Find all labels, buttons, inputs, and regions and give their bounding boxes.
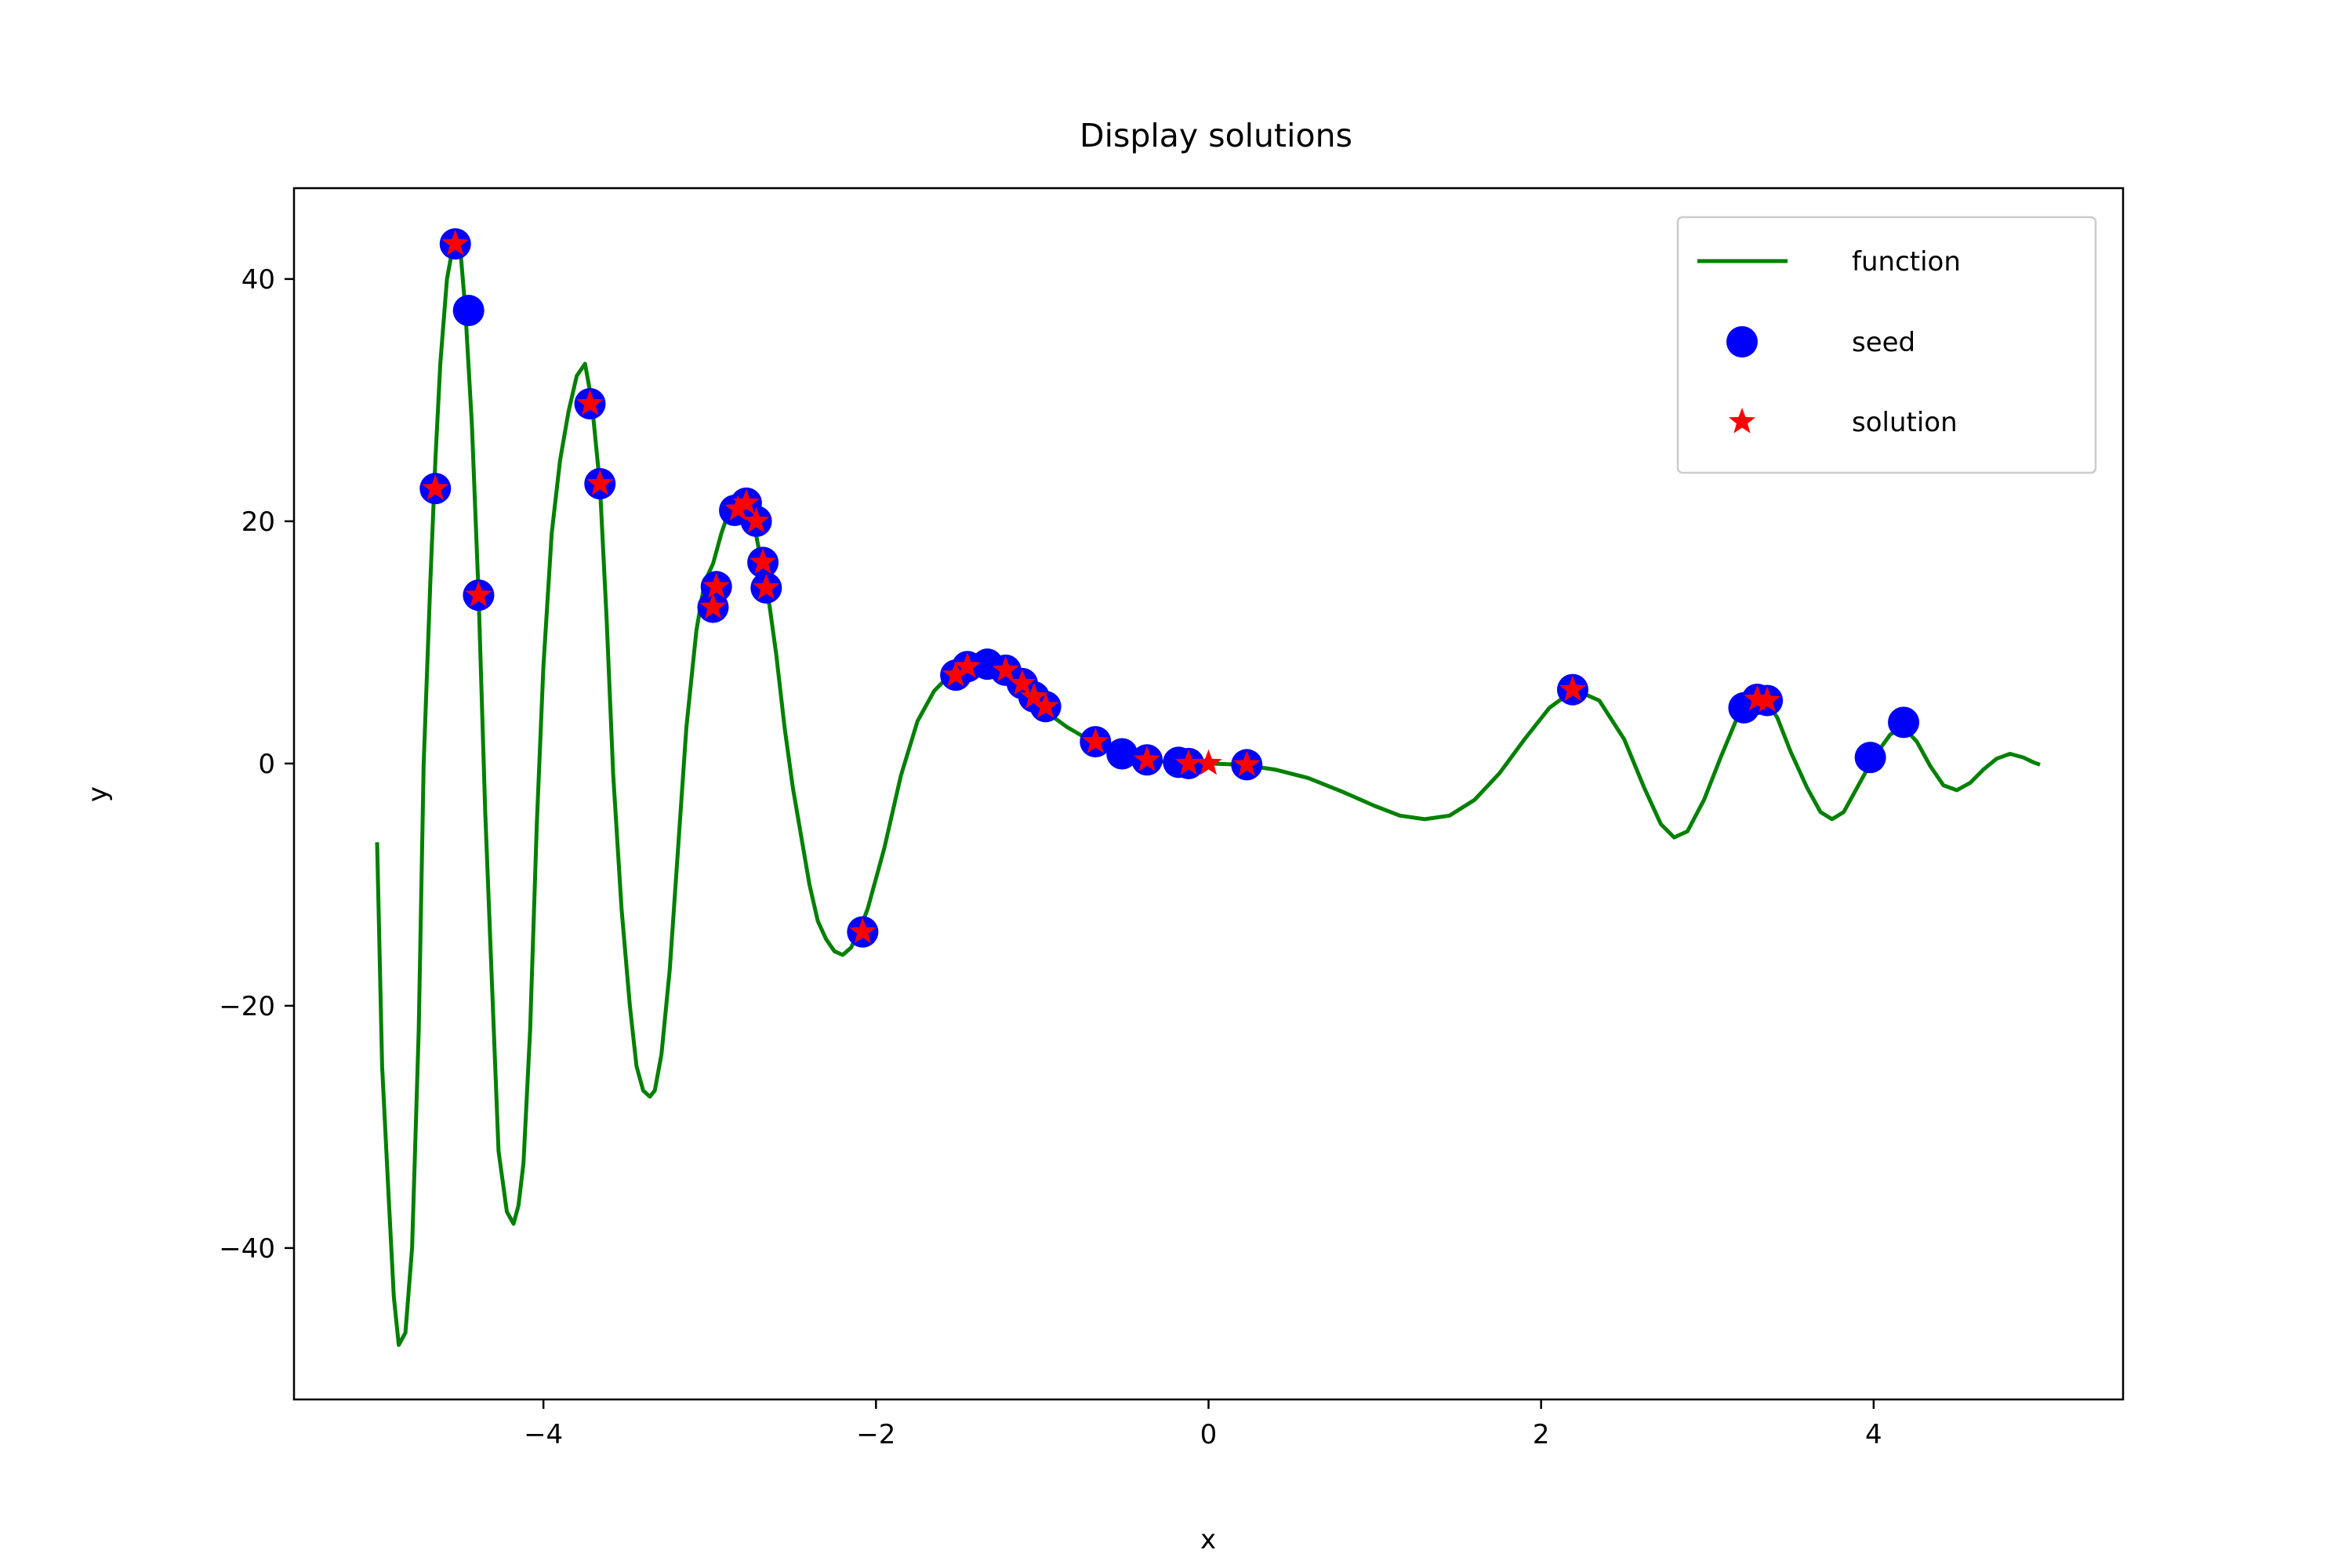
plot-area — [375, 228, 2041, 1347]
legend-box — [1676, 216, 2097, 474]
y-axis-label: y — [82, 786, 114, 802]
solution-point — [753, 573, 780, 600]
y-axis-ticks: −40 −20 0 20 40 — [219, 264, 294, 1265]
solution-point — [732, 488, 760, 515]
legend-label-function: function — [1852, 246, 1961, 278]
x-axis-label: x — [1200, 1524, 1216, 1555]
solution-point — [942, 661, 970, 687]
series-layer — [375, 228, 2041, 1347]
solution-point — [1020, 682, 1047, 709]
seed-point — [1888, 706, 1920, 739]
legend-solution-swatch — [1728, 408, 1756, 434]
solution-point — [1754, 686, 1781, 713]
legend-seed-swatch — [1726, 326, 1758, 358]
solution-point — [1195, 749, 1222, 775]
solution-point — [724, 495, 752, 521]
solution-point — [465, 581, 492, 607]
solution-point — [576, 390, 604, 416]
solution-point — [750, 548, 777, 574]
legend: function seed solution — [1676, 216, 2097, 474]
x-tick-label: 2 — [1533, 1419, 1550, 1450]
solution-point — [702, 572, 730, 598]
chart-title: Display solutions — [1080, 117, 1352, 154]
solution-point — [1082, 728, 1109, 753]
solution-point — [1233, 750, 1261, 776]
solution-point — [422, 474, 449, 500]
legend-label-seed: seed — [1852, 327, 1915, 358]
legend-label-solution: solution — [1852, 407, 1958, 438]
y-tick-label: −40 — [219, 1233, 275, 1265]
solution-point — [699, 593, 727, 619]
seed-point — [1106, 738, 1138, 770]
solution-point — [742, 506, 770, 533]
seed-point — [452, 295, 485, 327]
solution-point — [992, 655, 1019, 682]
y-tick-label: 0 — [258, 749, 275, 780]
solution-point — [586, 470, 614, 495]
y-tick-label: 20 — [241, 506, 275, 538]
solution-point — [849, 917, 877, 944]
x-tick-label: −4 — [524, 1419, 563, 1450]
solution-point — [1032, 692, 1059, 718]
seed-point — [1854, 742, 1886, 774]
plot-frame — [292, 187, 2125, 1401]
y-tick-label: −20 — [219, 991, 275, 1022]
solution-point — [1559, 675, 1587, 702]
x-tick-label: −2 — [856, 1419, 895, 1450]
x-tick-label: 0 — [1200, 1419, 1218, 1450]
solution-point — [1174, 749, 1203, 775]
solution-point — [953, 652, 982, 678]
y-tick-label: 40 — [241, 264, 275, 296]
x-tick-label: 4 — [1865, 1419, 1882, 1450]
solution-point — [1008, 669, 1036, 695]
x-axis-ticks: −4 −2 0 2 4 — [524, 1399, 1882, 1450]
solution-point — [1133, 746, 1161, 771]
solution-point — [441, 230, 469, 256]
